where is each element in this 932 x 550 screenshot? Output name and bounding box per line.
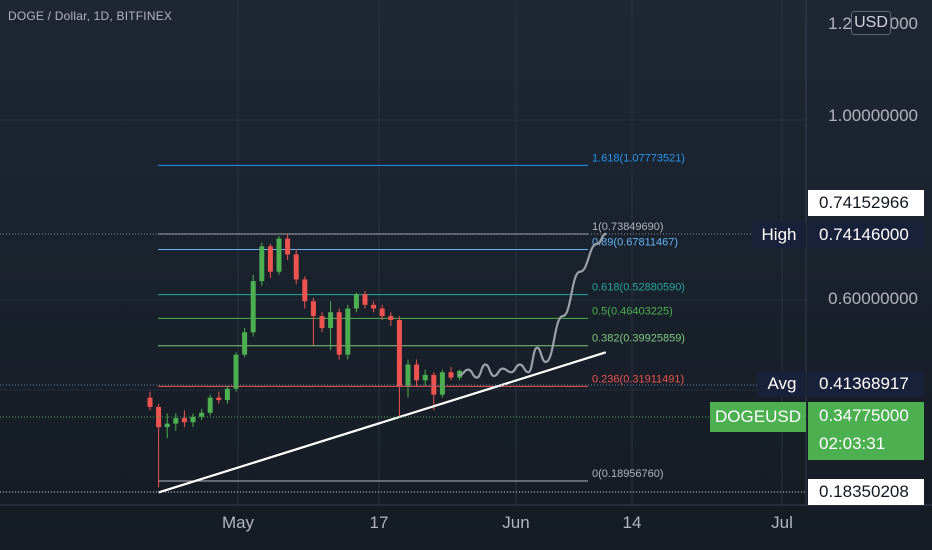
currency-button[interactable]: USD [851,11,891,35]
candle-body [414,364,420,381]
candle-body [448,372,454,378]
candle-body [199,412,205,417]
candle-body [250,281,256,333]
price-level-lines [0,233,806,493]
candle-body [362,294,368,305]
candle-body [147,397,153,407]
fibonacci-retracement: 1.618(1.07773521) 1(0.73849690) 0.89(0.678… [158,152,685,482]
candle-body [233,354,239,389]
candle-body [164,423,170,428]
candle-body [156,406,162,428]
candle-body [216,397,222,401]
fib-level-label: 0.618(0.52880590) [592,282,685,294]
symbol-price-label: DOGEUSD [710,402,806,432]
avg-label: Avg [758,371,806,397]
fib-level-label: 0.236(0.31911491) [592,373,684,385]
fib-level-label: 0.89(0.67811467) [592,236,678,248]
last-price-tag: 0.74152966 [808,190,924,216]
price-axis-tick: 0.60000000 [828,289,918,308]
time-axis-label: May [221,513,255,532]
trendline [158,351,607,494]
candle-body [302,279,308,302]
candle-body [224,388,230,401]
candle-body [285,238,291,255]
candle-body [345,308,351,355]
candle-body [388,316,394,320]
candle-body [173,418,179,424]
drawings-overlay [158,232,607,494]
candle-body [310,301,316,317]
candle-body [379,308,385,317]
candle-body [336,312,342,355]
fib-level-label: 0.382(0.39925859) [592,333,685,345]
current-price: 0.34775000 [819,406,909,425]
candle-body [190,416,196,423]
low-price-tag: 0.18350208 [808,479,924,505]
high-price-tag: 0.74146000 [808,222,924,248]
candle-body [319,316,325,329]
candle-body [267,246,273,272]
candle-body [396,319,402,386]
candle-body [276,238,282,272]
fib-level-label: 0.5(0.46403225) [592,305,673,317]
candle-body [207,397,213,413]
current-price-tag: 0.34775000 02:03:31 [808,402,924,460]
candle-body [328,312,334,329]
fib-level-label: 1.618(1.07773521) [592,152,685,164]
symbol-title[interactable]: DOGE / Dollar, 1D, BITFINEX [8,9,173,23]
time-axis-label: 17 [369,513,389,532]
time-axis-label: 14 [622,513,642,532]
candle-body [431,374,437,395]
price-axis-tick: 1.00000000 [828,106,918,125]
time-axis-label: Jun [502,513,530,532]
candle-body [422,374,428,381]
time-axis-label: Jul [771,513,793,532]
candlestick-series [147,233,463,488]
candle-body [242,332,248,355]
fib-level-label: 1(0.73849690) [592,221,664,233]
bar-countdown: 02:03:31 [819,434,886,453]
high-label: High [752,222,806,248]
candle-body [439,372,445,395]
projection-path [458,232,607,379]
candle-body [181,418,187,423]
candle-body [259,246,265,282]
candle-body [405,364,411,386]
candle-body [371,304,377,309]
avg-price-tag: 0.41368917 [808,371,924,397]
fib-level-label: 0(0.18956760) [592,468,664,480]
candle-body [293,254,299,280]
candle-body [353,294,359,309]
